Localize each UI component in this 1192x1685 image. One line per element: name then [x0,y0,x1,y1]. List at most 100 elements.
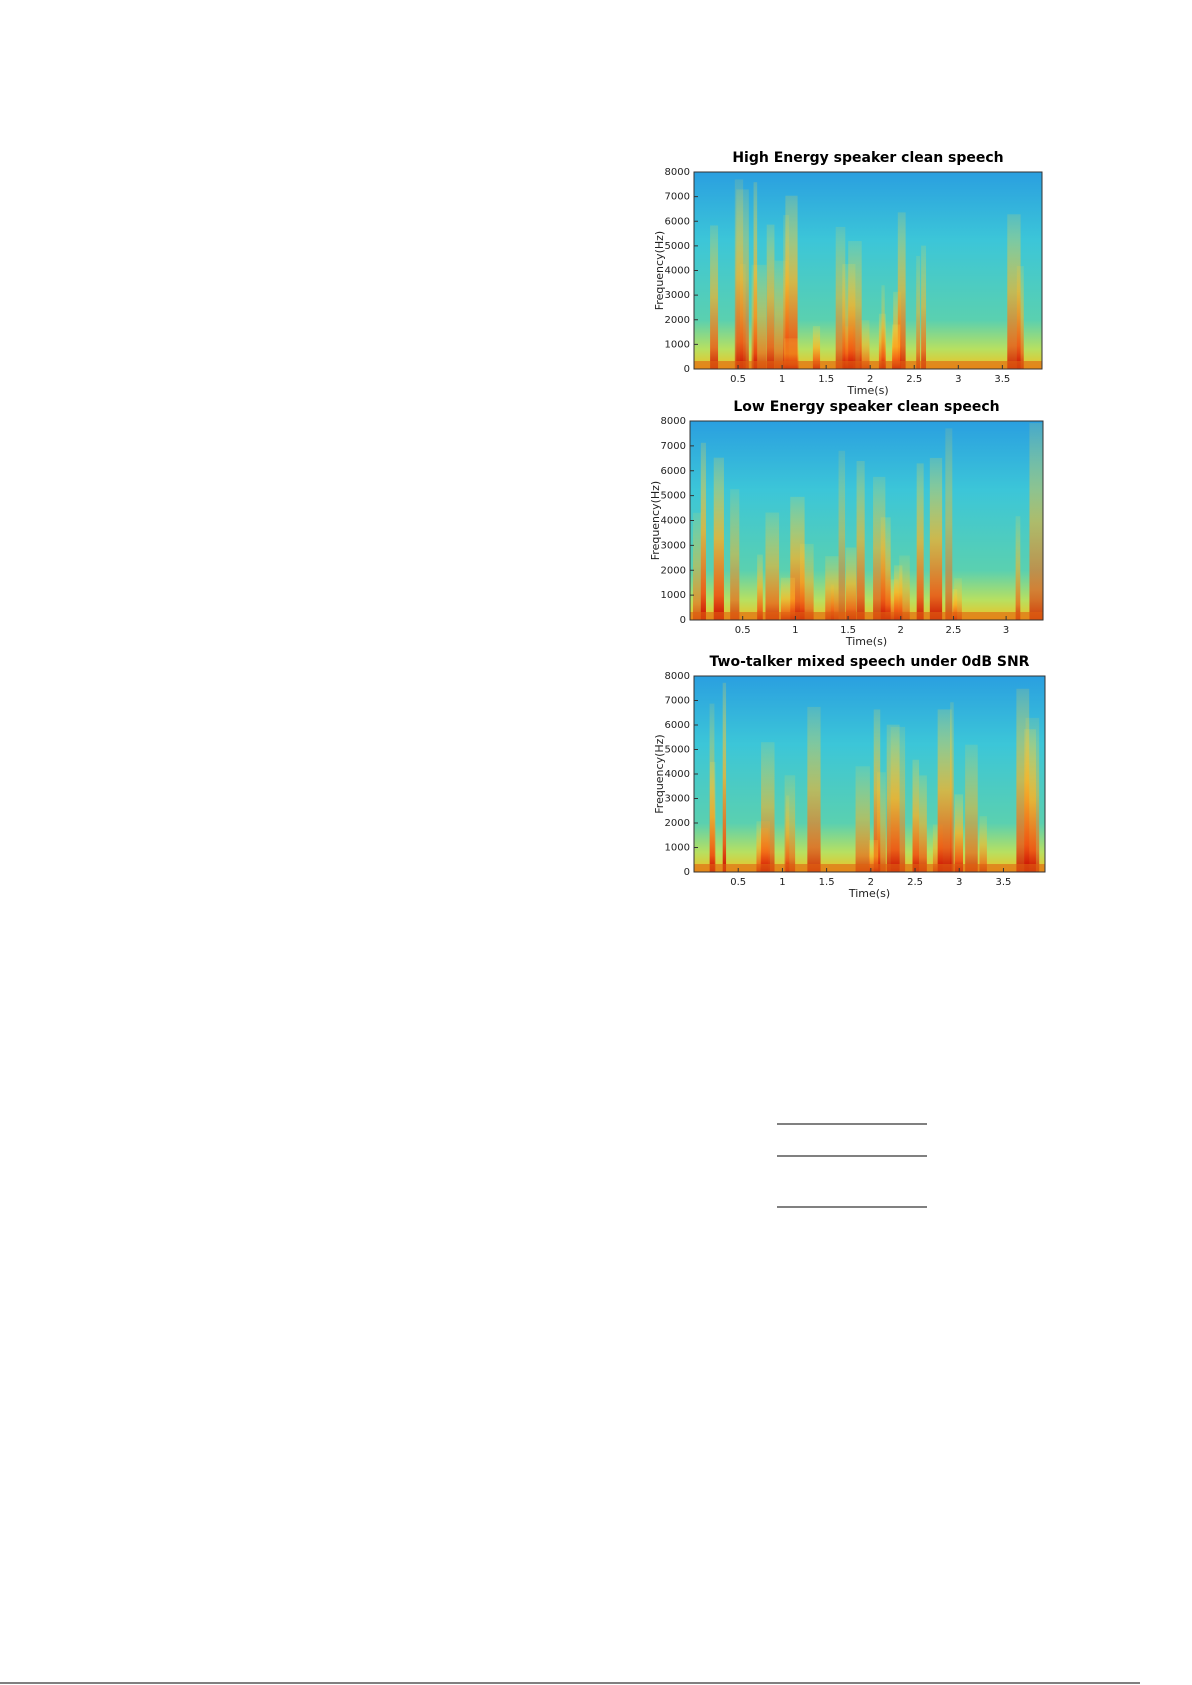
x-tick-label: 1 [779,374,785,385]
spectrogram-streak [952,589,958,620]
spectrogram-streak [825,556,839,620]
spectrogram-streak [891,324,901,369]
spectrogram-streak [713,457,724,620]
spectrogram-streak [979,816,987,872]
spectrogram-streak [751,264,767,369]
y-tick-label: 0 [684,867,690,878]
spectrogram-streak [807,706,821,872]
spectrogram-streak [812,326,821,369]
x-tick-label: 1.5 [818,374,834,385]
spectrogram-streak [838,450,846,620]
chart-title: Low Energy speaker clean speech [733,399,999,415]
y-tick-label: 3000 [661,540,686,551]
spectrogram-low-band [694,361,1042,369]
y-tick-label: 1000 [661,590,686,601]
spectrogram-streak [894,565,903,620]
spectrogram-streak [761,742,775,872]
spectrogram-streak [692,512,702,620]
spectrogram-streak [1024,729,1036,872]
spectrogram-streak [786,795,790,872]
spectrogram-streak [916,463,924,620]
y-tick-label: 8000 [665,671,690,682]
spectrogram-streak [709,762,716,872]
spectrogram-streak [899,555,910,620]
chart-title: Two-talker mixed speech under 0dB SNR [710,654,1030,670]
spectrogram-streak [950,702,954,872]
x-tick-label: 2 [898,625,904,636]
x-tick-label: 2.5 [907,877,923,888]
chart-title: High Energy speaker clean speech [732,150,1003,166]
spectrogram-streak [722,682,727,872]
y-tick-label: 5000 [661,491,686,502]
y-axis-label: Frequency(Hz) [649,481,662,560]
y-tick-label: 7000 [665,192,690,203]
spectrogram-streak [912,759,920,872]
spectrogram-streak [868,839,879,872]
x-axis-label: Time(s) [846,384,888,397]
x-tick-label: 0.5 [735,625,751,636]
spectrogram-streak [784,775,796,872]
x-tick-label: 2.5 [906,374,922,385]
spectrogram-streak [954,794,964,872]
spectrogram-streak [766,224,775,369]
spectrogram-low-band [694,864,1045,872]
x-tick-label: 0.5 [730,374,746,385]
spectrogram-streak [897,212,906,369]
x-tick-label: 3.5 [995,877,1011,888]
spectrogram-streak [919,775,927,872]
x-tick-label: 3 [956,877,962,888]
x-tick-label: 1.5 [840,625,856,636]
spectrogram-streak [780,577,796,620]
spectrogram-streak [945,428,953,620]
spectrogram-streak [1007,214,1021,369]
spectrogram-streak [799,543,814,620]
spectrogram-streak [1016,688,1030,872]
y-tick-label: 3000 [665,794,690,805]
y-tick-label: 5000 [665,745,690,756]
y-tick-label: 3000 [665,290,690,301]
spectrogram-streak [965,744,978,872]
x-axis-label: Time(s) [845,635,887,648]
y-tick-label: 6000 [661,466,686,477]
spectrogram-streak [785,195,798,369]
y-tick-label: 2000 [665,818,690,829]
spectrogram-streak [757,554,763,620]
spectrogram-streak [765,512,780,620]
y-tick-label: 4000 [665,769,690,780]
spectrogram-streak [700,442,706,620]
y-axis-label: Frequency(Hz) [653,734,666,813]
y-tick-label: 2000 [661,565,686,576]
x-tick-label: 3.5 [994,374,1010,385]
spectrogram-image [690,421,1043,620]
spectrogram-streak [873,476,886,620]
y-tick-label: 0 [680,615,686,626]
spectrogram-streak [880,517,891,620]
y-tick-label: 8000 [661,416,686,427]
y-tick-label: 1000 [665,339,690,350]
spectrogram-low-band [690,612,1043,620]
spectrogram-streak [873,709,881,872]
y-tick-label: 7000 [661,441,686,452]
y-tick-label: 5000 [665,241,690,252]
spectrogram-streak [929,457,943,620]
y-tick-label: 4000 [665,266,690,277]
spectrogram-streak [848,241,862,369]
spectrogram-streak [710,225,719,369]
y-tick-label: 6000 [665,216,690,227]
spectrogram-streak [916,255,921,369]
y-tick-label: 1000 [665,843,690,854]
x-tick-label: 3 [955,374,961,385]
x-axis-label: Time(s) [848,887,890,900]
spectrogram-streak [954,578,962,620]
spectrogram-streak [856,461,865,620]
spectrogram-streak [886,724,900,872]
spectrogram-streak [736,189,749,369]
spectrogram-streak [845,547,857,620]
x-tick-label: 2 [867,374,873,385]
spectrogram-streak [1029,423,1044,620]
spectrogram-streak [730,489,740,620]
spectrogram-streak [877,772,886,872]
y-axis-label: Frequency(Hz) [653,231,666,310]
